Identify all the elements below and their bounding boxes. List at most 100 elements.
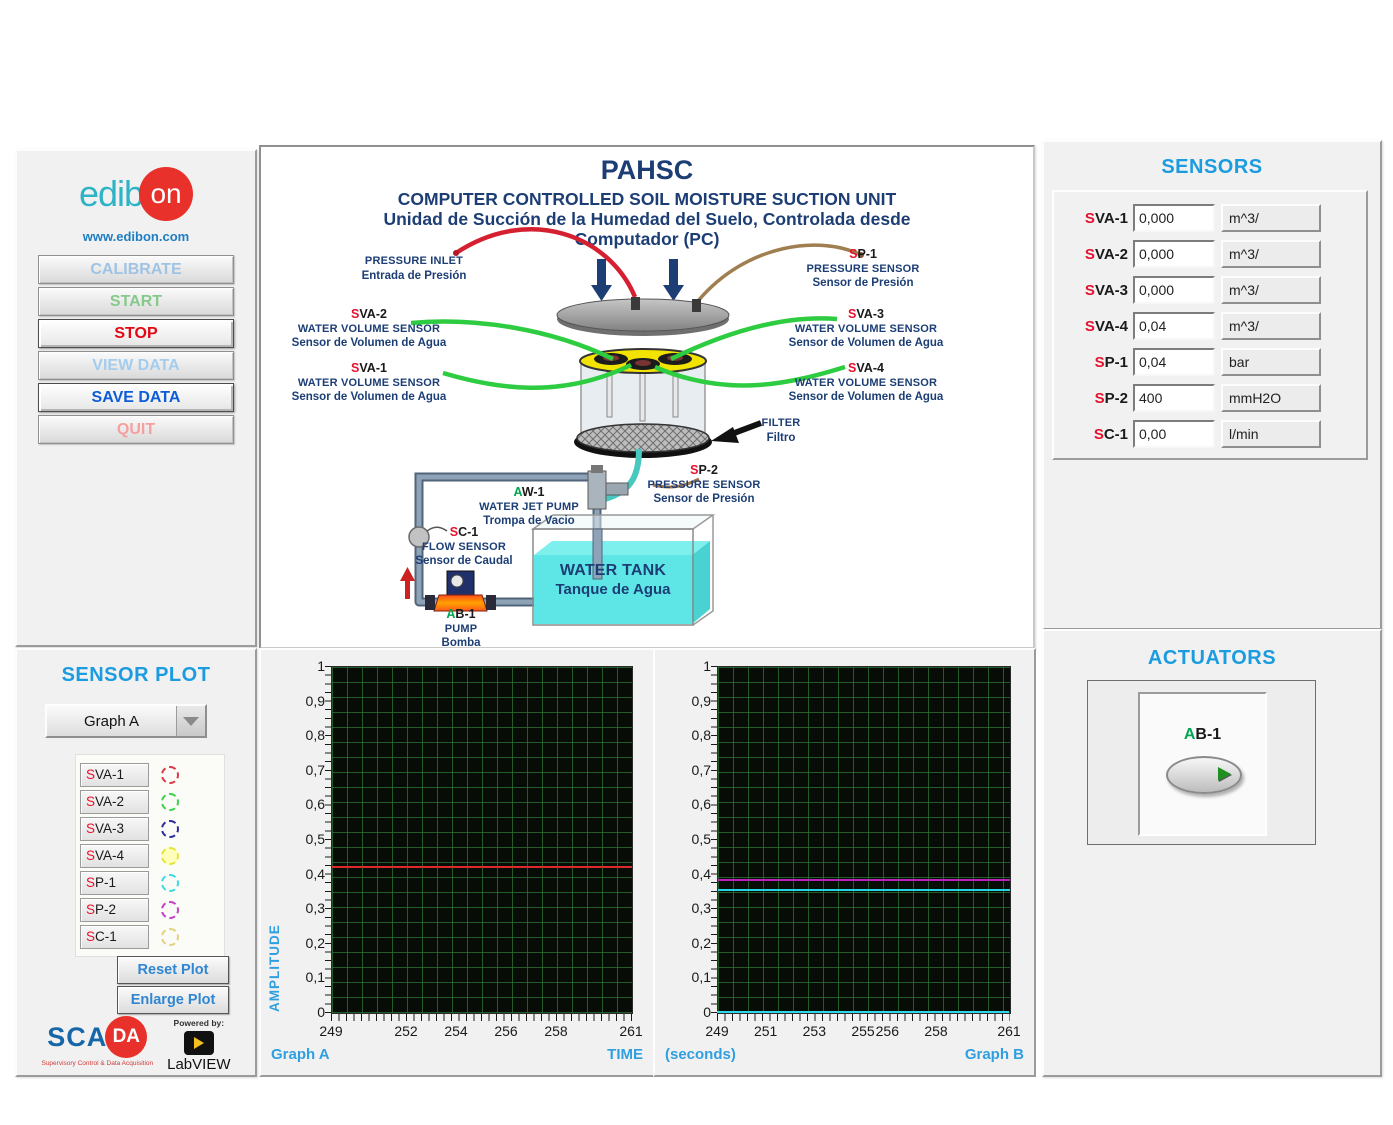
diagram-label-water-tank: WATER TANK Tanque de Agua [555, 562, 671, 598]
legend-button[interactable]: S VA-3 [80, 816, 149, 841]
legend-color-swatch-icon [161, 765, 179, 784]
button-stop[interactable]: STOP [38, 319, 234, 348]
legend-color-swatch-icon [161, 846, 179, 865]
button-calibrate[interactable]: CALIBRATE [38, 255, 234, 284]
legend-color-swatch-icon [161, 927, 179, 946]
graph-selector-value: Graph A [83, 712, 140, 730]
graph-b-caption: Graph B [964, 1046, 1024, 1063]
sensor-value-display: 400 [1133, 384, 1215, 412]
legend-button[interactable]: S VA-2 [80, 789, 149, 814]
actuator-ab1-cell: AB-1 [1138, 692, 1267, 836]
diagram-label-ab-1: AB-1 PUMP Bomba [441, 607, 481, 650]
legend-button[interactable]: S VA-1 [80, 762, 149, 787]
graph-a-x-ticks: 249 252 254 256 258 261 [319, 1023, 643, 1039]
magenta-trace [718, 879, 1010, 882]
graph-b-x-ticks: 249 251 253 255 256 258 261 [705, 1023, 1021, 1039]
graph-selector-arrow-button[interactable] [176, 706, 205, 736]
unit-title-en: COMPUTER CONTROLLED SOIL MOISTURE SUCTIO… [397, 189, 897, 209]
sensors-panel: SENSORS SVA-1 0,000 m^3/SVA-2 0,000 m^3/SVA-… [1042, 140, 1382, 630]
green-arrow-icon [1218, 767, 1231, 781]
chevron-down-icon [183, 716, 199, 726]
diagram-label-sva-2: SVA-2 WATER VOLUME SENSOR Sensor de Volume… [291, 307, 447, 350]
sensor-code: SVA-3 [1084, 281, 1128, 299]
legend-button[interactable]: S P-2 [80, 897, 149, 922]
sensor-code: SC-1 [1093, 425, 1128, 443]
labview-logo: Powered by: LabVIEW [167, 1016, 230, 1073]
unit-title-es-1: Unidad de Succión de la Humedad del Suel… [383, 209, 911, 229]
legend-button[interactable]: S P-1 [80, 870, 149, 895]
graph-a-x-tickmarks [331, 1014, 632, 1021]
diagram-label-filter: FILTER Filtro [761, 417, 801, 444]
reset-plot-button[interactable]: Reset Plot [117, 956, 229, 984]
labview-icon [183, 1031, 214, 1055]
sensor-value-display: 0,000 [1133, 276, 1215, 304]
button-start[interactable]: START [38, 287, 234, 316]
legend-button[interactable]: S C-1 [80, 924, 149, 949]
sensor-row-sp-2: SP-2 400 mmH2O [1054, 380, 1366, 416]
sensor-unit-display: m^3/ [1221, 312, 1321, 340]
diagram-label-pressure-inlet: PRESSURE INLET Entrada de Presión [361, 255, 467, 282]
button-quit[interactable]: QUIT [38, 415, 234, 444]
edibon-website: www.edibon.com [82, 229, 190, 244]
actuator-ab1-toggle-button[interactable] [1166, 756, 1242, 794]
button-label: VIEW DATA [92, 356, 180, 374]
legend-item-sva-2: S VA-2 [80, 788, 220, 815]
sensor-code: SVA-1 [1084, 209, 1128, 227]
sensor-row-sp-1: SP-1 0,04 bar [1054, 344, 1366, 380]
sensor-unit-display: l/min [1221, 420, 1321, 448]
graph-b-axis-line [717, 1011, 1009, 1013]
diagram-label-sva-3: SVA-3 WATER VOLUME SENSOR Sensor de Volume… [788, 307, 944, 350]
actuator-frame: AB-1 [1087, 680, 1316, 845]
button-label: QUIT [116, 420, 156, 438]
sensor-value-display: 0,04 [1133, 348, 1215, 376]
graph-a-y-tickmarks [325, 666, 332, 1013]
button-view-data[interactable]: VIEW DATA [38, 351, 234, 380]
button-label: START [109, 292, 163, 310]
graph-b-x-tickmarks [717, 1014, 1010, 1021]
actuator-ab1-label: AB-1 [1183, 726, 1222, 743]
button-save-data[interactable]: SAVE DATA [38, 383, 234, 412]
legend-item-sva-1: S VA-1 [80, 761, 220, 788]
graph-a-box: AMPLITUDE 1 0,9 0,8 0,7 0,6 0,5 0,4 0,3 0,2 0,1 0 … [259, 648, 655, 1077]
button-label: STOP [114, 324, 158, 342]
sensor-code: SVA-2 [1084, 245, 1128, 263]
sensor-value-display: 0,00 [1133, 420, 1215, 448]
sensor-plot-panel: SENSOR PLOT Graph A S VA-1 S VA-2 S VA-3 S VA-4… [15, 648, 257, 1077]
scada-logo-text: SCA [47, 1021, 108, 1052]
legend-color-swatch-icon [161, 792, 179, 811]
sensor-unit-display: m^3/ [1221, 204, 1321, 232]
sensor-row-sc-1: SC-1 0,00 l/min [1054, 416, 1366, 452]
graph-selector-dropdown[interactable]: Graph A [45, 704, 207, 738]
graph-a-plot-area [331, 666, 633, 1014]
graph-b-y-tickmarks [711, 666, 718, 1013]
sensor-readings: SVA-1 0,000 m^3/SVA-2 0,000 m^3/SVA-3 0,000 m^… [1052, 190, 1368, 460]
button-label: CALIBRATE [90, 260, 182, 278]
time-units-label: (seconds) [665, 1046, 736, 1063]
graphs-region: AMPLITUDE 1 0,9 0,8 0,7 0,6 0,5 0,4 0,3 0,2 0,1 0 … [259, 648, 1036, 1077]
scada-logo-circle: DA [105, 1016, 148, 1058]
sensor-value-display: 0,000 [1133, 204, 1215, 232]
sensor-row-sva-3: SVA-3 0,000 m^3/ [1054, 272, 1366, 308]
diagram-label-sp-2: SP-2 PRESSURE SENSOR Sensor de Presión [647, 463, 761, 506]
sensor-plot-title: SENSOR PLOT [61, 664, 211, 686]
sensor-value-display: 0,000 [1133, 240, 1215, 268]
sensor-unit-display: m^3/ [1221, 240, 1321, 268]
edibon-logo-text: edib [78, 173, 144, 214]
sensor-unit-display: bar [1221, 348, 1321, 376]
legend-button[interactable]: S VA-4 [80, 843, 149, 868]
graph-a-y-ticks: 1 0,9 0,8 0,7 0,6 0,5 0,4 0,3 0,2 0,1 0 [305, 658, 325, 1020]
powered-by-label: Powered by: [173, 1018, 225, 1028]
sensors-title: SENSORS [1161, 156, 1263, 178]
enlarge-plot-button[interactable]: Enlarge Plot [117, 986, 229, 1014]
actuators-title: ACTUATORS [1147, 647, 1277, 669]
control-buttons: CALIBRATE START STOP VIEW DATA SAVE DATA QUIT [38, 255, 234, 447]
legend-color-swatch-icon [161, 873, 179, 892]
legend-item-sp-1: S P-1 [80, 869, 220, 896]
scada-logo: SCA DA Supervisory Control & Data Acquis… [41, 1016, 153, 1067]
unit-model: PAHSC [600, 155, 694, 185]
graph-a-caption: Graph A [271, 1046, 330, 1063]
sensor-code: SP-2 [1094, 389, 1128, 407]
diagram-label-sc-1: SC-1 FLOW SENSOR Sensor de Caudal [415, 525, 513, 568]
sensor-code: SP-1 [1094, 353, 1128, 371]
